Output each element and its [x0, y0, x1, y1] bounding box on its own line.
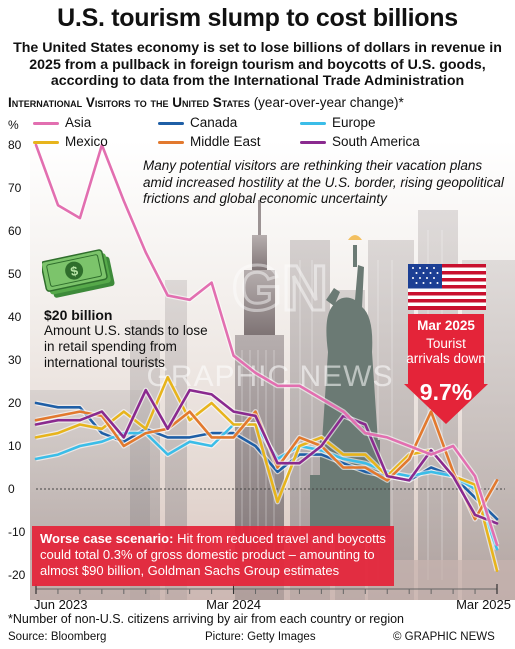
x-tick-label: Mar 2024	[206, 597, 261, 612]
y-tick-label: 70	[8, 181, 22, 195]
legend-swatch	[158, 140, 184, 144]
page-subtitle: The United States economy is set to lose…	[13, 40, 502, 89]
watermark-text: GRAPHIC NEWS	[146, 360, 394, 393]
x-tick-label: Mar 2025	[456, 597, 511, 612]
legend-item-europe: Europe	[300, 115, 376, 130]
y-tick-label: -10	[8, 525, 26, 539]
legend-item-south-america: South America	[300, 134, 420, 149]
legend-swatch	[158, 121, 184, 125]
legend-label: Europe	[332, 115, 376, 130]
legend-item-canada: Canada	[158, 115, 237, 130]
y-tick-label: 50	[8, 267, 22, 281]
callout-value: 9.7%	[419, 379, 473, 405]
legend-label: Mexico	[65, 134, 108, 149]
money-icon: $	[42, 249, 115, 298]
axis-layer: 80 70 60 50 40 30 20 10 0 -10 -20% Jun 2023 Mar 2024…	[8, 118, 511, 612]
legend-swatch	[300, 121, 326, 125]
series-layer	[33, 142, 500, 573]
worst-case-lead: Worse case scenario:	[40, 531, 174, 546]
footnote: *Number of non-U.S. citizens arriving by…	[8, 612, 404, 626]
y-tick-label: -20	[8, 568, 26, 582]
y-tick-label: 60	[8, 224, 22, 238]
watermark-logo: GN	[231, 254, 330, 324]
series-line-asia	[34, 143, 499, 547]
svg-text:$: $	[69, 263, 80, 279]
copyright: © GRAPHIC NEWS	[393, 631, 495, 643]
retail-loss-amount: $20 billion	[44, 307, 113, 323]
legend-label: Middle East	[190, 134, 261, 149]
legend-swatch	[33, 121, 59, 125]
y-axis-label: %	[8, 118, 19, 132]
legend-label: South America	[332, 134, 420, 149]
picture-credit: Picture: Getty Images	[205, 631, 316, 643]
legend-swatch	[300, 140, 326, 144]
retail-loss-description: Amount U.S. stands to lose in retail spe…	[44, 323, 208, 370]
series-line-south-america	[34, 388, 499, 525]
y-tick-label: 30	[8, 353, 22, 367]
legend-item-middle-east: Middle East	[158, 134, 261, 149]
down-arrow-icon	[404, 314, 488, 424]
page-title: U.S. tourism slump to cost billions	[57, 4, 458, 32]
legend-swatch	[33, 140, 59, 144]
y-tick-label: 0	[8, 482, 15, 496]
source-credit: Source: Bloomberg	[8, 631, 107, 643]
worst-case-box	[32, 526, 394, 586]
annotation-text: Many potential visitors are rethinking t…	[143, 158, 504, 206]
worst-case-text: Worse case scenario: Hit from reduced tr…	[40, 531, 392, 579]
legend-label: Asia	[65, 115, 92, 130]
chart-heading: International Visitors to the United Sta…	[8, 95, 513, 110]
callout-date: Mar 2025	[417, 318, 475, 333]
y-tick-label: 80	[8, 138, 22, 152]
legend-label: Canada	[190, 115, 238, 130]
y-tick-label: 10	[8, 439, 22, 453]
worst-case-body: Hit from reduced travel and boycotts cou…	[40, 531, 386, 578]
chart-title: International Visitors to the United Sta…	[8, 95, 250, 110]
y-tick-label: 40	[8, 310, 22, 324]
legend-item-asia: Asia	[33, 115, 91, 130]
x-tick-label: Jun 2023	[34, 597, 88, 612]
legend-item-mexico: Mexico	[33, 134, 108, 149]
us-flag-icon	[408, 264, 486, 310]
callout-text: Tourist arrivals down	[406, 336, 486, 366]
y-tick-label: 20	[8, 396, 22, 410]
chart-subtitle: (year-over-year change)*	[249, 95, 404, 110]
watermark-logo-text: GN	[232, 254, 328, 324]
